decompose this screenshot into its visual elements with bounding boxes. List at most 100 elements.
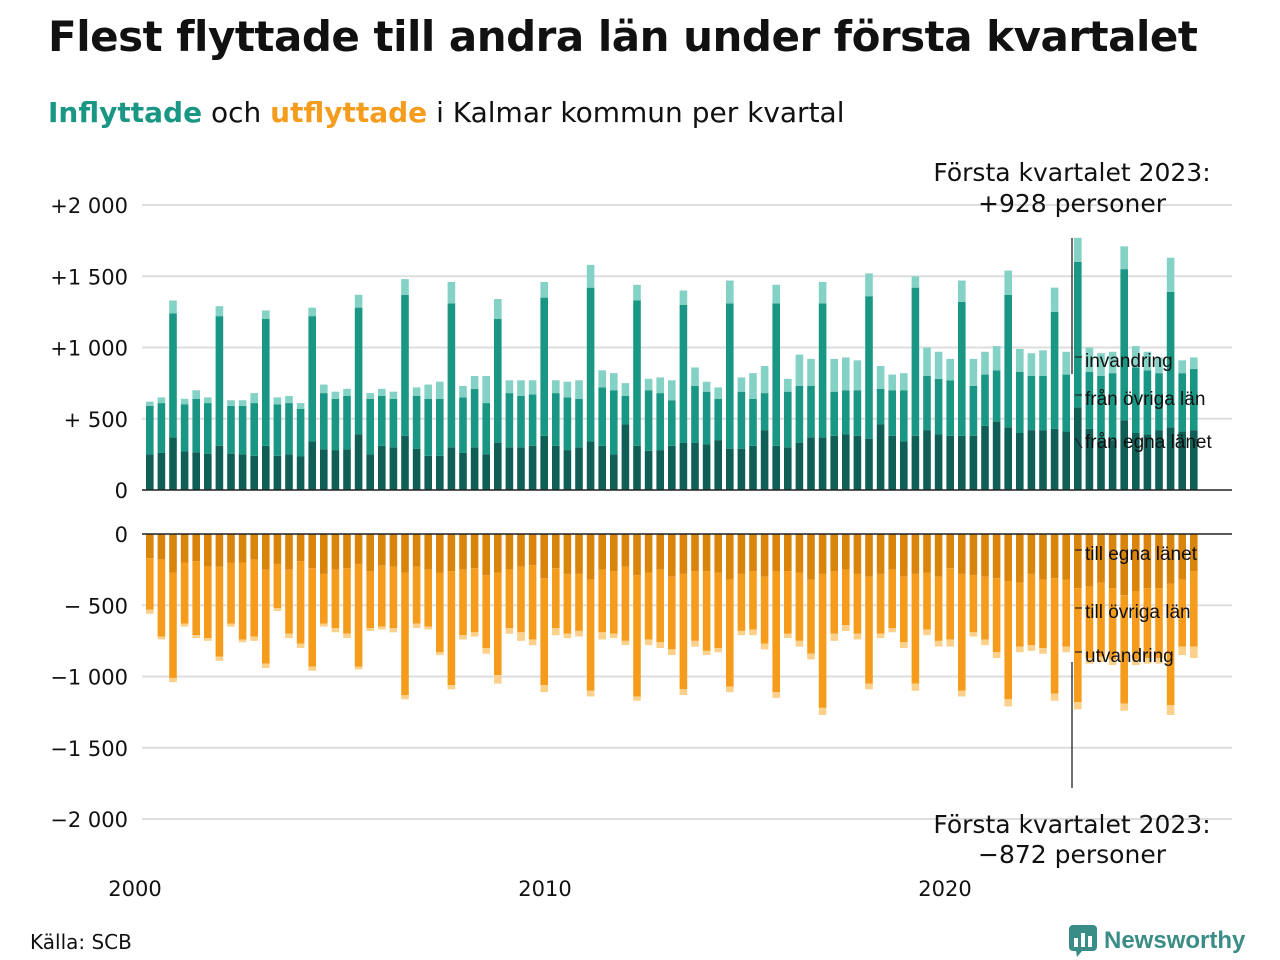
bar-in-egna-lanet [772, 445, 780, 490]
bar-in-ovriga-lan [656, 393, 664, 451]
bar-out-egna-lanet [563, 534, 572, 574]
bar-out-egna-lanet [1108, 534, 1117, 589]
bar-out-utvandring [215, 656, 224, 661]
bar-in-invandring [679, 290, 688, 305]
bar-out-egna-lanet [517, 534, 525, 567]
bar-in-invandring [1062, 351, 1070, 375]
bar-in-invandring [552, 380, 560, 394]
bar-in-invandring [366, 393, 374, 399]
bar-in-egna-lanet [1027, 430, 1036, 490]
bar-in-ovriga-lan [1004, 294, 1012, 428]
bar-in-ovriga-lan [180, 404, 189, 452]
bar-in-ovriga-lan [598, 387, 606, 446]
bar-out-utvandring [470, 632, 479, 637]
y-tick-label-bottom: − 500 [64, 594, 128, 618]
bar-in-invandring [447, 281, 456, 304]
bar-in-ovriga-lan [795, 385, 804, 443]
bar-in-egna-lanet [505, 447, 514, 490]
bar-out-egna-lanet [227, 534, 235, 563]
bar-out-utvandring [923, 629, 931, 636]
bar-in-ovriga-lan [1016, 371, 1024, 433]
bar-out-utvandring [436, 652, 444, 656]
bars-utflyttade [146, 534, 1198, 715]
bar-in-egna-lanet [1097, 440, 1105, 490]
bar-out-utvandring [865, 683, 873, 690]
bar-out-utvandring [668, 649, 676, 656]
bar-out-utvandring [749, 629, 757, 636]
bar-out-egna-lanet [528, 534, 537, 566]
bar-in-ovriga-lan [447, 303, 456, 448]
bar-out-utvandring [1120, 703, 1128, 711]
bar-out-utvandring [157, 636, 166, 640]
bar-out-egna-lanet [865, 534, 873, 577]
bar-in-egna-lanet [981, 425, 989, 490]
bar-in-egna-lanet [992, 421, 1001, 490]
bar-out-egna-lanet [215, 534, 224, 567]
bar-out-egna-lanet [691, 534, 699, 572]
bar-in-ovriga-lan [737, 391, 746, 449]
bar-in-ovriga-lan [169, 313, 177, 438]
bar-in-invandring [853, 360, 862, 391]
bar-in-egna-lanet [691, 442, 699, 490]
bar-out-ovriga-lan [691, 571, 699, 641]
bar-out-egna-lanet [1074, 534, 1082, 589]
bar-out-egna-lanet [1097, 534, 1105, 583]
bar-in-egna-lanet [644, 450, 653, 490]
bar-in-invandring [876, 366, 885, 389]
bar-out-utvandring [772, 692, 780, 698]
bar-in-ovriga-lan [412, 395, 421, 449]
bar-out-egna-lanet [354, 534, 363, 564]
bar-out-egna-lanet [876, 534, 885, 574]
bar-in-egna-lanet [1143, 434, 1152, 490]
bar-in-egna-lanet [714, 440, 722, 490]
bar-in-egna-lanet [1132, 433, 1140, 490]
bar-in-egna-lanet [575, 447, 583, 490]
bar-out-ovriga-lan [1085, 586, 1094, 658]
bar-out-utvandring [412, 623, 421, 629]
bar-in-egna-lanet [366, 454, 374, 490]
bar-in-egna-lanet [482, 454, 490, 490]
bar-in-invandring [180, 398, 189, 405]
bar-out-utvandring [586, 690, 595, 697]
bar-in-egna-lanet [169, 437, 177, 490]
annotation-bottom-line2: −872 personer [978, 840, 1167, 869]
bar-out-utvandring [540, 685, 548, 693]
bar-in-egna-lanet [412, 448, 421, 490]
bar-in-invandring [1178, 360, 1186, 374]
bar-in-invandring [354, 294, 363, 308]
bar-out-egna-lanet [679, 534, 688, 574]
bar-in-invandring [169, 300, 177, 314]
bar-in-invandring [946, 358, 954, 381]
bar-in-invandring [772, 284, 780, 304]
bar-out-ovriga-lan [726, 579, 734, 687]
bar-in-ovriga-lan [830, 391, 838, 436]
y-tick-label-top: + 500 [64, 408, 128, 432]
bar-out-egna-lanet [447, 534, 456, 572]
x-tick-label: 2010 [518, 877, 571, 901]
bar-in-egna-lanet [737, 448, 746, 490]
bar-in-ovriga-lan [1074, 262, 1082, 408]
bar-out-egna-lanet [459, 534, 467, 570]
y-tick-label-top: +1 000 [50, 337, 128, 361]
bar-in-ovriga-lan [621, 395, 630, 425]
bar-in-ovriga-lan [644, 390, 653, 451]
bar-out-ovriga-lan [586, 579, 595, 691]
y-tick-label-top: +2 000 [50, 194, 128, 218]
bar-in-ovriga-lan [505, 393, 514, 448]
bar-in-ovriga-lan [1166, 291, 1175, 428]
bar-out-egna-lanet [192, 534, 200, 562]
bar-in-egna-lanet [1178, 431, 1186, 490]
bar-in-ovriga-lan [749, 398, 757, 446]
bar-out-egna-lanet [238, 534, 247, 563]
bar-in-ovriga-lan [1120, 269, 1128, 421]
annotation-top-line1: Första kvartalet 2023: [933, 158, 1210, 187]
bar-in-egna-lanet [552, 445, 560, 490]
bar-in-invandring [1097, 353, 1105, 376]
bar-in-invandring [192, 390, 200, 399]
bar-in-egna-lanet [586, 441, 595, 490]
bar-in-ovriga-lan [1143, 370, 1152, 435]
bar-out-ovriga-lan [1190, 571, 1198, 647]
bar-in-ovriga-lan [575, 398, 583, 448]
bar-in-egna-lanet [900, 441, 908, 490]
